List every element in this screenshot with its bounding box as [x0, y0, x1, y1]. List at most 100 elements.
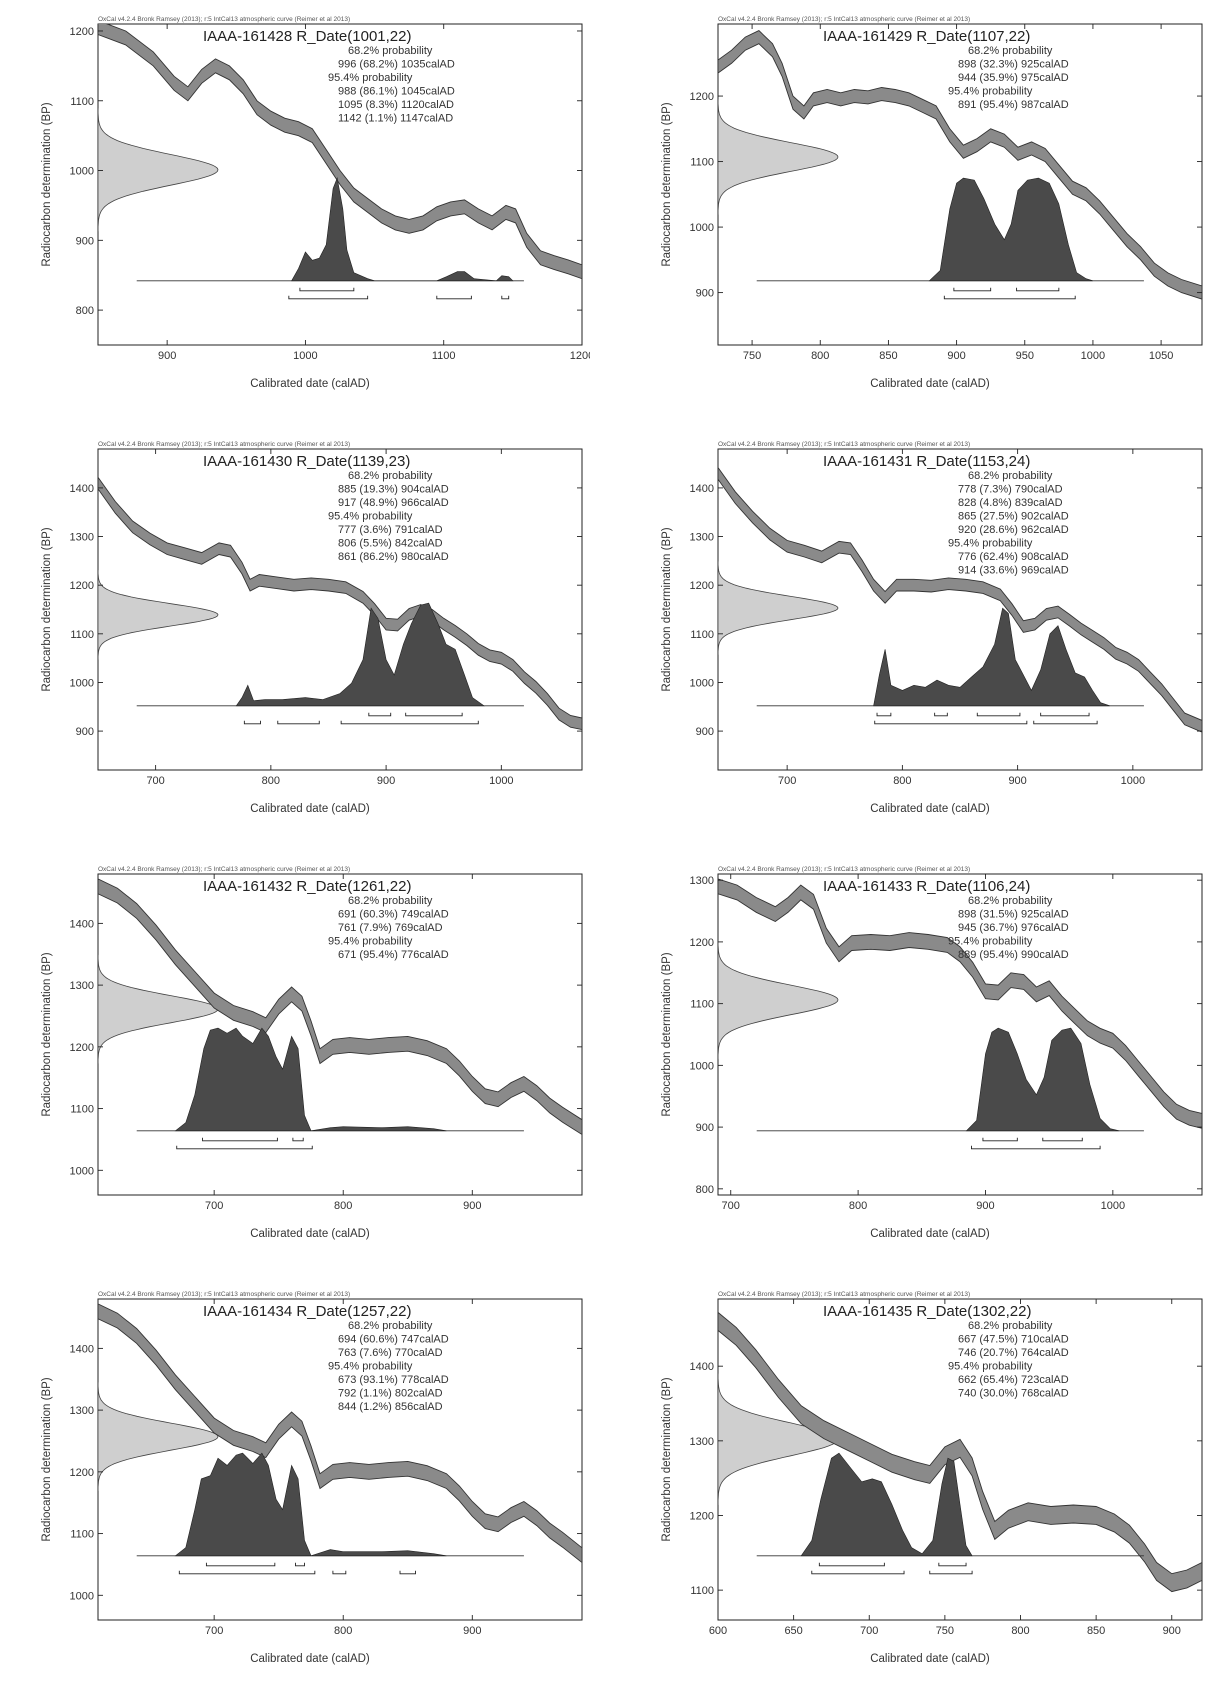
summary-range: 746 (20.7%) 764calAD: [958, 1347, 1069, 1359]
range-95-bracket: [178, 1570, 316, 1575]
y-tick-label: 1000: [690, 222, 714, 234]
y-axis-label: Radiocarbon determination (BP): [41, 952, 53, 1116]
x-tick-label: 900: [377, 775, 395, 787]
range-68-bracket: [934, 712, 948, 717]
plot-frame: [97, 1298, 583, 1621]
x-tick-label: 850: [879, 350, 897, 362]
calibrated-probability: [965, 1027, 1120, 1132]
range-95-bracket: [1033, 720, 1098, 725]
y-tick-label: 900: [76, 726, 94, 738]
summary-heading: 95.4% probability: [948, 538, 1033, 550]
summary-range: 673 (93.1%) 778calAD: [338, 1374, 449, 1386]
y-tick-label: 1300: [690, 1436, 714, 1448]
measurement-distribution: [718, 561, 839, 655]
y-tick-label: 900: [76, 235, 94, 247]
x-tick-label: 900: [976, 1200, 994, 1212]
summary-heading: 95.4% probability: [948, 1361, 1033, 1373]
x-tick-label: 650: [784, 1625, 802, 1637]
y-tick-label: 1000: [70, 1165, 94, 1177]
summary-heading: 95.4% probability: [948, 86, 1033, 98]
summary-range: 1142 (1.1%) 1147calAD: [338, 113, 453, 125]
range-95-bracket: [943, 295, 1076, 300]
x-tick-label: 900: [947, 350, 965, 362]
x-axis-label: Calibrated date (calAD): [870, 1653, 990, 1665]
y-tick-label: 900: [696, 288, 714, 300]
range-68-bracket: [938, 1562, 967, 1567]
y-tick-label: 1200: [70, 1467, 94, 1479]
range-68-bracket: [976, 712, 1021, 717]
y-tick-label: 1400: [70, 918, 94, 930]
calibration-curve-band: [718, 30, 1202, 300]
range-68-bracket: [292, 1137, 304, 1142]
calibration-plot-1: OxCal v4.2.4 Bronk Ramsey (2013); r:5 In…: [0, 0, 594, 420]
range-68-bracket: [1016, 287, 1060, 292]
software-credit: OxCal v4.2.4 Bronk Ramsey (2013); r:5 In…: [718, 866, 970, 873]
x-tick-label: 800: [893, 775, 911, 787]
x-tick-label: 750: [936, 1625, 954, 1637]
software-credit: OxCal v4.2.4 Bronk Ramsey (2013); r:5 In…: [718, 441, 970, 448]
calibrated-probability: [800, 1452, 973, 1557]
summary-range: 945 (36.7%) 976calAD: [958, 922, 1069, 934]
x-tick-label: 900: [1008, 775, 1026, 787]
calibrated-probability: [291, 177, 514, 282]
measurement-distribution: [718, 99, 839, 215]
range-68-bracket: [202, 1137, 278, 1142]
range-95-bracket: [243, 720, 261, 725]
range-95-bracket: [874, 720, 1028, 725]
measurement-distribution: [98, 1382, 219, 1492]
measurement-distribution: [98, 108, 219, 232]
plot-svg: OxCal v4.2.4 Bronk Ramsey (2013); r:5 In…: [661, 866, 1203, 1240]
plot-svg: OxCal v4.2.4 Bronk Ramsey (2013); r:5 In…: [661, 1291, 1203, 1665]
summary-range: 944 (35.9%) 975calAD: [958, 72, 1069, 84]
summary-range: 844 (1.2%) 856calAD: [338, 1401, 443, 1413]
range-68-bracket: [876, 712, 892, 717]
range-68-bracket: [205, 1562, 276, 1567]
summary-range: 865 (27.5%) 902calAD: [958, 511, 1069, 523]
sample-title: IAAA-161431 R_Date(1153,24): [823, 453, 1030, 470]
y-tick-label: 1400: [70, 483, 94, 495]
summary-heading: 95.4% probability: [328, 72, 413, 84]
summary-heading: 68.2% probability: [968, 470, 1053, 482]
summary-range: 792 (1.1%) 802calAD: [338, 1388, 443, 1400]
sample-title: IAAA-161432 R_Date(1261,22): [203, 878, 411, 895]
sample-title: IAAA-161430 R_Date(1139,23): [203, 453, 410, 470]
calibration-curve-band: [718, 878, 1202, 1129]
x-axis-label: Calibrated date (calAD): [250, 1653, 370, 1665]
y-tick-label: 1000: [690, 1060, 714, 1072]
range-95-bracket: [176, 1145, 313, 1150]
summary-range: 778 (7.3%) 790calAD: [958, 484, 1063, 496]
range-95-bracket: [332, 1570, 347, 1575]
plot-area: [718, 1311, 1202, 1593]
plot-area: [718, 30, 1202, 300]
plot-area: [98, 24, 582, 300]
measurement-distribution: [718, 940, 839, 1060]
summary-heading: 95.4% probability: [328, 511, 413, 523]
y-tick-label: 1100: [690, 629, 714, 641]
y-tick-label: 1100: [690, 157, 714, 169]
x-tick-label: 1050: [1149, 350, 1173, 362]
summary-range: 740 (30.0%) 768calAD: [958, 1388, 1069, 1400]
y-axis-label: Radiocarbon determination (BP): [41, 527, 53, 691]
range-68-bracket: [982, 1137, 1018, 1142]
summary-heading: 95.4% probability: [328, 1361, 413, 1373]
range-95-bracket: [399, 1570, 416, 1575]
summary-range: 828 (4.8%) 839calAD: [958, 497, 1063, 509]
y-axis-label: Radiocarbon determination (BP): [41, 102, 53, 266]
y-tick-label: 1400: [690, 1361, 714, 1373]
x-tick-label: 800: [849, 1200, 867, 1212]
y-tick-label: 900: [696, 726, 714, 738]
x-tick-label: 1000: [1081, 350, 1105, 362]
summary-range: 898 (32.3%) 925calAD: [958, 59, 1069, 71]
calibration-plot-3: OxCal v4.2.4 Bronk Ramsey (2013); r:5 In…: [0, 425, 590, 845]
y-tick-label: 1000: [70, 677, 94, 689]
calibration-curve-band: [98, 24, 582, 280]
sample-title: IAAA-161435 R_Date(1302,22): [823, 1303, 1031, 1320]
plot-area: [98, 1303, 582, 1575]
calibration-plot-8: OxCal v4.2.4 Bronk Ramsey (2013); r:5 In…: [620, 1275, 1210, 1695]
range-95-bracket: [277, 720, 320, 725]
plot-svg: OxCal v4.2.4 Bronk Ramsey (2013); r:5 In…: [41, 441, 583, 815]
summary-range: 917 (48.9%) 966calAD: [338, 497, 449, 509]
x-tick-label: 1000: [1121, 775, 1145, 787]
y-tick-label: 1000: [70, 166, 94, 178]
summary-range: 806 (5.5%) 842calAD: [338, 538, 443, 550]
